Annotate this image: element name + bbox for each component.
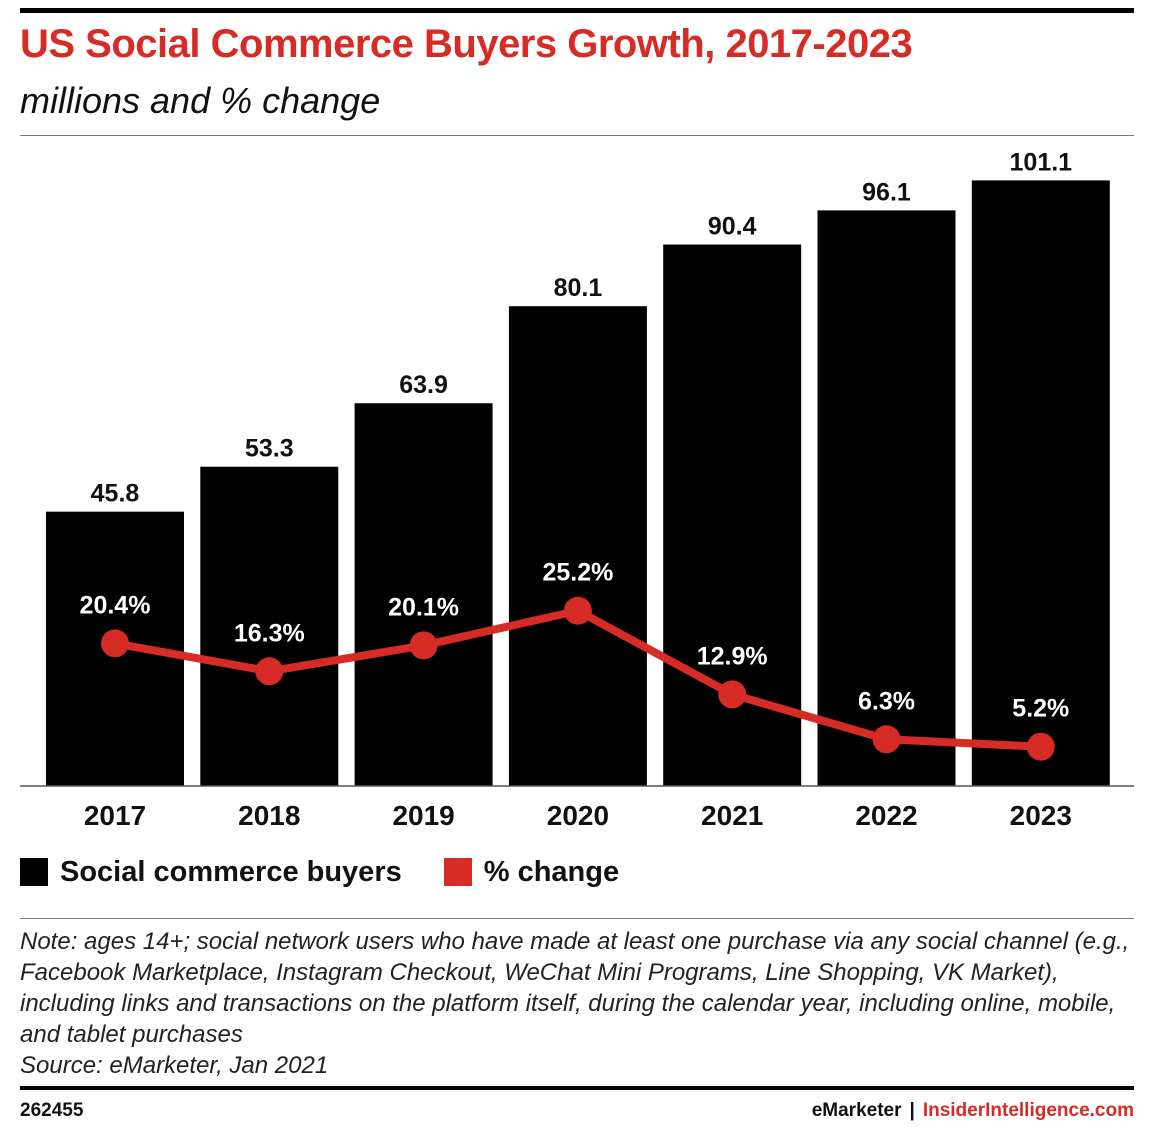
footer-brand: eMarketer | InsiderIntelligence.com — [812, 1100, 1134, 1122]
chart-subtitle: millions and % change — [20, 80, 381, 121]
legend-item-change: % change — [443, 855, 620, 889]
note-rule — [20, 918, 1134, 919]
top-rule — [20, 8, 1134, 13]
pct-point-2017 — [101, 629, 129, 658]
legend-swatch-change — [443, 858, 472, 886]
legend-label-buyers: Social commerce buyers — [60, 855, 402, 888]
subtitle-rule — [20, 135, 1134, 136]
bar-2022 — [817, 210, 956, 787]
pct-point-2021 — [718, 680, 747, 709]
pct-label-2018: 16.3% — [234, 619, 305, 647]
x-tick-label-2022: 2022 — [855, 800, 917, 831]
pct-point-2018 — [255, 657, 284, 686]
bar-2019 — [354, 403, 493, 786]
bottom-rule — [20, 1086, 1134, 1090]
pct-label-2023: 5.2% — [1012, 695, 1069, 723]
x-tick-label-2017: 2017 — [84, 800, 146, 831]
bar-value-label-2017: 45.8 — [91, 480, 140, 508]
pct-point-2020 — [563, 596, 592, 625]
chart-id: 262455 — [20, 1100, 84, 1121]
brand-separator: | — [909, 1100, 915, 1121]
source-text: Source: eMarketer, Jan 2021 — [20, 1052, 329, 1079]
pct-point-2022 — [872, 725, 901, 754]
bar-2023 — [971, 180, 1110, 786]
chart-plot: 45.8 2017 53.3 2018 63.9 2019 80.1 2020 90.4 2021… — [20, 148, 1134, 831]
legend-label-change: % change — [483, 855, 620, 888]
bar-value-label-2019: 63.9 — [399, 371, 448, 399]
bar-value-label-2020: 80.1 — [554, 274, 603, 302]
bar-value-label-2018: 53.3 — [245, 435, 294, 463]
bar-2020 — [508, 306, 647, 786]
x-tick-label-2018: 2018 — [238, 800, 300, 831]
pct-label-2020: 25.2% — [542, 559, 613, 587]
pct-label-2019: 20.1% — [388, 593, 459, 621]
legend-item-buyers: Social commerce buyers — [20, 856, 402, 889]
pct-label-2021: 12.9% — [697, 642, 768, 670]
x-tick-label-2021: 2021 — [701, 800, 763, 831]
legend: Social commerce buyers % change — [20, 852, 661, 892]
bar-2018 — [200, 466, 339, 786]
bar-value-label-2022: 96.1 — [862, 178, 911, 206]
x-tick-label-2020: 2020 — [547, 800, 609, 831]
brand-emarketer: eMarketer — [811, 1100, 902, 1121]
x-tick-label-2019: 2019 — [392, 800, 454, 831]
bar-value-label-2021: 90.4 — [708, 213, 757, 241]
chart-title: US Social Commerce Buyers Growth, 2017-2… — [20, 22, 913, 66]
pct-point-2023 — [1026, 732, 1055, 761]
brand-insider-intelligence: InsiderIntelligence.com — [922, 1100, 1134, 1121]
pct-label-2017: 20.4% — [80, 591, 151, 619]
note-text: Note: ages 14+; social network users who… — [20, 928, 1130, 1048]
legend-swatch-buyers — [20, 858, 48, 886]
note-block: Note: ages 14+; social network users who… — [20, 926, 1130, 1081]
pct-label-2022: 6.3% — [858, 687, 915, 715]
bar-value-label-2023: 101.1 — [1010, 148, 1073, 176]
pct-point-2019 — [409, 631, 438, 660]
x-tick-label-2023: 2023 — [1010, 800, 1072, 831]
